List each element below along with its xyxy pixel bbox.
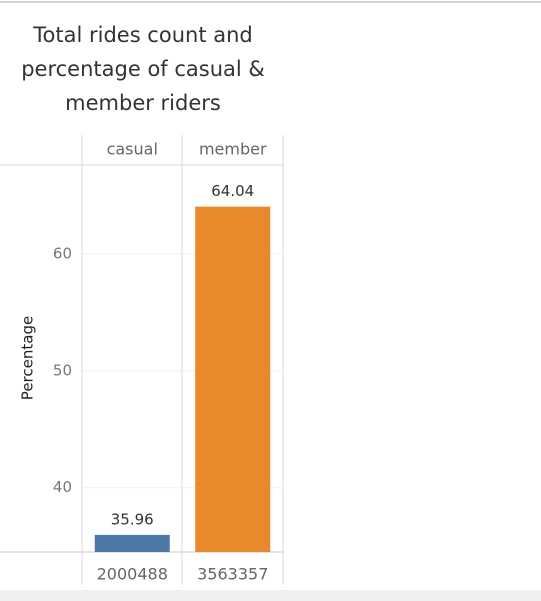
value-label: 35.96 [111,510,154,528]
bar [94,534,170,552]
column-header: member [199,140,267,159]
value-label: 64.04 [211,182,254,200]
bottom-bar [0,590,541,601]
y-tick-label: 40 [53,478,72,496]
y-tick-label: 50 [53,361,72,379]
column-header: casual [107,140,158,159]
count-label: 2000488 [97,565,168,584]
y-axis-label: Percentage [19,316,37,400]
y-tick-label: 60 [53,244,72,262]
count-label: 3563357 [197,565,268,584]
bar [195,206,271,552]
chart-title: Total rides count and percentage of casu… [21,23,265,115]
